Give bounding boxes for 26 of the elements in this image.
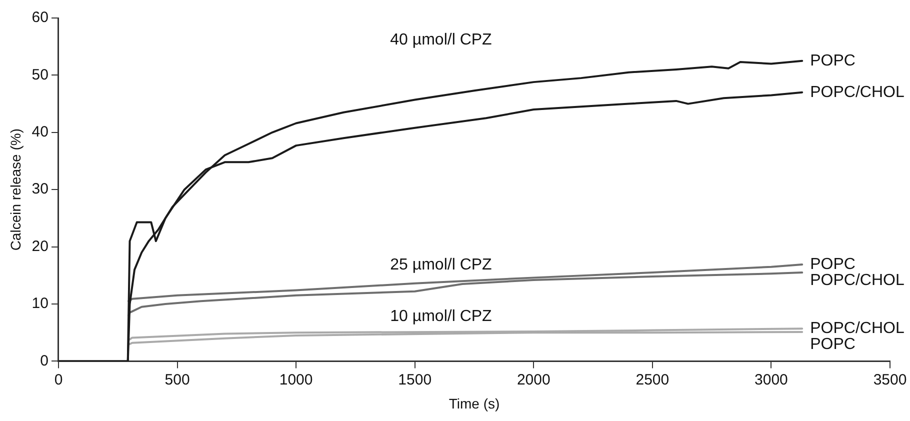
x-tick-label: 2000	[516, 371, 550, 388]
y-tick-label: 50	[32, 66, 48, 84]
series-label: POPC/CHOL	[810, 320, 904, 337]
annotation: 25 µmol/l CPZ	[390, 256, 492, 274]
series-label: POPC	[810, 52, 856, 70]
y-tick-label: 30	[32, 180, 48, 198]
x-tick-label: 3500	[873, 371, 907, 388]
x-axis-title: Time (s)	[448, 395, 500, 412]
annotation: 40 µmol/l CPZ	[390, 32, 492, 49]
series-label: POPC	[810, 336, 856, 353]
y-tick-label: 10	[32, 295, 48, 312]
series-label: POPC/CHOL	[810, 84, 904, 101]
y-tick-label: 60	[32, 9, 48, 26]
series-label: POPC/CHOL	[810, 272, 904, 289]
y-axis-title: Calcein release (%)	[7, 128, 24, 251]
x-tick-label: 500	[164, 371, 190, 388]
y-tick-label: 20	[32, 238, 48, 255]
x-tick-label: 1500	[398, 371, 432, 388]
x-tick-label: 3000	[754, 371, 788, 388]
y-tick-label: 40	[32, 124, 48, 141]
x-tick-label: 1000	[279, 371, 313, 388]
x-tick-label: 2500	[636, 371, 670, 388]
x-tick-label: 0	[54, 371, 63, 388]
annotation: 10 µmol/l CPZ	[390, 308, 492, 325]
y-tick-label: 0	[40, 352, 48, 370]
series-label: POPC	[810, 256, 856, 273]
